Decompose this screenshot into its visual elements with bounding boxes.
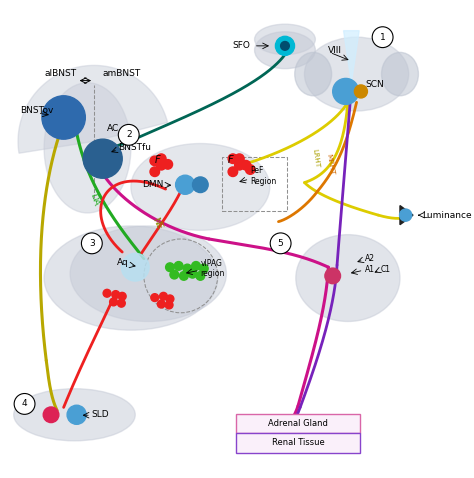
Text: amBNST: amBNST bbox=[103, 69, 141, 78]
Circle shape bbox=[83, 139, 122, 178]
Text: BNSTfu: BNSTfu bbox=[118, 143, 151, 152]
Text: Renal Tissue: Renal Tissue bbox=[272, 438, 324, 447]
Circle shape bbox=[246, 165, 255, 174]
Ellipse shape bbox=[296, 235, 400, 322]
Circle shape bbox=[188, 270, 197, 278]
Circle shape bbox=[14, 393, 35, 414]
Text: NE: NE bbox=[150, 217, 164, 231]
Circle shape bbox=[82, 233, 102, 254]
Circle shape bbox=[67, 405, 86, 424]
Circle shape bbox=[325, 268, 340, 284]
Circle shape bbox=[275, 36, 294, 55]
Ellipse shape bbox=[70, 226, 227, 322]
Ellipse shape bbox=[44, 226, 218, 330]
Text: vlPAG
region: vlPAG region bbox=[201, 259, 225, 278]
Circle shape bbox=[192, 177, 208, 193]
Ellipse shape bbox=[304, 37, 409, 111]
Circle shape bbox=[241, 161, 251, 170]
Circle shape bbox=[333, 78, 359, 105]
Circle shape bbox=[42, 96, 85, 139]
Circle shape bbox=[160, 293, 167, 300]
Circle shape bbox=[175, 175, 195, 194]
Text: F: F bbox=[228, 155, 234, 165]
Circle shape bbox=[165, 263, 174, 272]
Circle shape bbox=[165, 301, 173, 309]
Text: 2: 2 bbox=[126, 130, 132, 140]
Text: F: F bbox=[155, 155, 161, 165]
Circle shape bbox=[228, 154, 237, 163]
Circle shape bbox=[174, 261, 183, 270]
Text: LRHT: LRHT bbox=[311, 149, 320, 169]
Ellipse shape bbox=[295, 53, 332, 96]
Circle shape bbox=[281, 42, 289, 50]
Circle shape bbox=[103, 289, 111, 297]
Text: MRHT: MRHT bbox=[326, 153, 336, 175]
Circle shape bbox=[180, 272, 188, 280]
Circle shape bbox=[191, 261, 201, 270]
Text: DA: DA bbox=[88, 193, 100, 207]
Circle shape bbox=[157, 300, 165, 308]
Circle shape bbox=[121, 253, 149, 281]
Text: 4: 4 bbox=[22, 400, 27, 408]
Circle shape bbox=[200, 264, 208, 273]
Text: A1: A1 bbox=[365, 265, 375, 274]
Text: DMN: DMN bbox=[142, 180, 164, 189]
Polygon shape bbox=[400, 206, 413, 225]
Circle shape bbox=[156, 161, 166, 170]
Circle shape bbox=[372, 27, 393, 48]
Circle shape bbox=[43, 407, 59, 423]
Circle shape bbox=[118, 299, 125, 307]
Text: AC: AC bbox=[107, 124, 119, 133]
Text: SLD: SLD bbox=[92, 410, 109, 419]
Circle shape bbox=[196, 272, 205, 280]
Circle shape bbox=[170, 270, 179, 279]
Circle shape bbox=[400, 209, 412, 221]
Ellipse shape bbox=[382, 53, 419, 96]
Circle shape bbox=[235, 161, 244, 170]
Circle shape bbox=[163, 160, 173, 169]
Circle shape bbox=[118, 124, 139, 145]
Polygon shape bbox=[344, 31, 359, 83]
Text: Luminance: Luminance bbox=[422, 211, 471, 219]
Ellipse shape bbox=[131, 143, 270, 230]
Ellipse shape bbox=[255, 24, 315, 54]
Polygon shape bbox=[18, 65, 168, 153]
Circle shape bbox=[355, 85, 367, 98]
Text: SCN: SCN bbox=[365, 80, 384, 89]
Circle shape bbox=[156, 154, 166, 163]
Text: C1: C1 bbox=[381, 265, 391, 274]
Text: A2: A2 bbox=[365, 254, 375, 263]
Circle shape bbox=[109, 298, 118, 306]
Text: PeF
Region: PeF Region bbox=[250, 166, 276, 186]
Circle shape bbox=[118, 293, 126, 300]
Circle shape bbox=[235, 154, 244, 163]
Circle shape bbox=[183, 264, 191, 273]
Circle shape bbox=[166, 295, 174, 303]
Text: 1: 1 bbox=[380, 33, 385, 42]
Text: Aq: Aq bbox=[117, 259, 129, 267]
Ellipse shape bbox=[14, 389, 135, 441]
Circle shape bbox=[112, 291, 119, 298]
Circle shape bbox=[228, 167, 237, 176]
Circle shape bbox=[150, 167, 160, 176]
FancyBboxPatch shape bbox=[236, 434, 360, 453]
Text: 5: 5 bbox=[278, 239, 283, 248]
Ellipse shape bbox=[255, 32, 315, 69]
Circle shape bbox=[270, 233, 291, 254]
Text: BNSTov: BNSTov bbox=[20, 107, 54, 116]
Text: VIII: VIII bbox=[328, 46, 342, 54]
Text: alBNST: alBNST bbox=[45, 69, 77, 78]
Text: Adrenal Gland: Adrenal Gland bbox=[268, 419, 328, 428]
Circle shape bbox=[150, 156, 160, 166]
Circle shape bbox=[151, 293, 159, 302]
Text: 3: 3 bbox=[89, 239, 95, 248]
Text: SFO: SFO bbox=[232, 42, 250, 50]
FancyBboxPatch shape bbox=[236, 414, 360, 433]
Ellipse shape bbox=[44, 83, 131, 213]
